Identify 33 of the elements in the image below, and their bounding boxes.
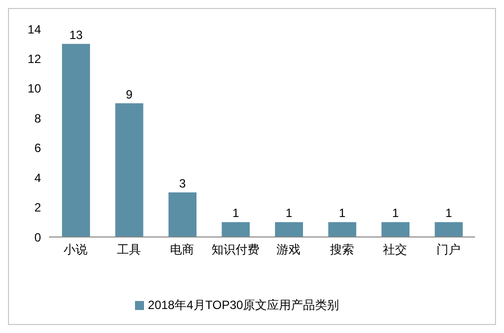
- bar: [275, 222, 303, 237]
- bar: [382, 222, 410, 237]
- data-label: 3: [179, 176, 186, 190]
- y-tick-label: 4: [34, 170, 42, 185]
- y-tick-label: 12: [28, 52, 42, 66]
- data-label: 9: [126, 87, 133, 102]
- bar: [328, 222, 356, 237]
- data-label: 13: [69, 28, 83, 42]
- y-tick-label: 2: [34, 200, 42, 215]
- bar: [62, 44, 90, 237]
- bar: [115, 103, 144, 237]
- data-label: 1: [445, 206, 452, 220]
- x-tick-label: 知识付费: [211, 242, 260, 257]
- y-tick-label: 14: [28, 22, 42, 36]
- bar: [168, 192, 196, 237]
- x-tick-label: 小说: [64, 242, 88, 257]
- x-tick-label: 社交: [383, 242, 408, 257]
- x-tick-label: 搜索: [330, 242, 354, 257]
- x-tick-label: 门户: [436, 242, 460, 257]
- x-tick-label: 电商: [170, 242, 194, 257]
- y-tick-label: 10: [28, 82, 42, 96]
- y-tick-label: 0: [34, 230, 42, 244]
- data-label: 1: [232, 206, 240, 220]
- legend-label: 2018年4月TOP30原文应用产品类别: [148, 298, 340, 312]
- data-label: 1: [338, 206, 346, 220]
- x-tick-label: 游戏: [276, 242, 301, 257]
- data-label: 1: [392, 206, 400, 220]
- bar: [434, 222, 463, 237]
- y-tick-label: 6: [34, 141, 42, 156]
- x-tick-label: 工具: [116, 242, 141, 257]
- bar: [222, 222, 250, 237]
- y-tick-label: 8: [34, 111, 42, 126]
- data-label: 1: [286, 206, 293, 220]
